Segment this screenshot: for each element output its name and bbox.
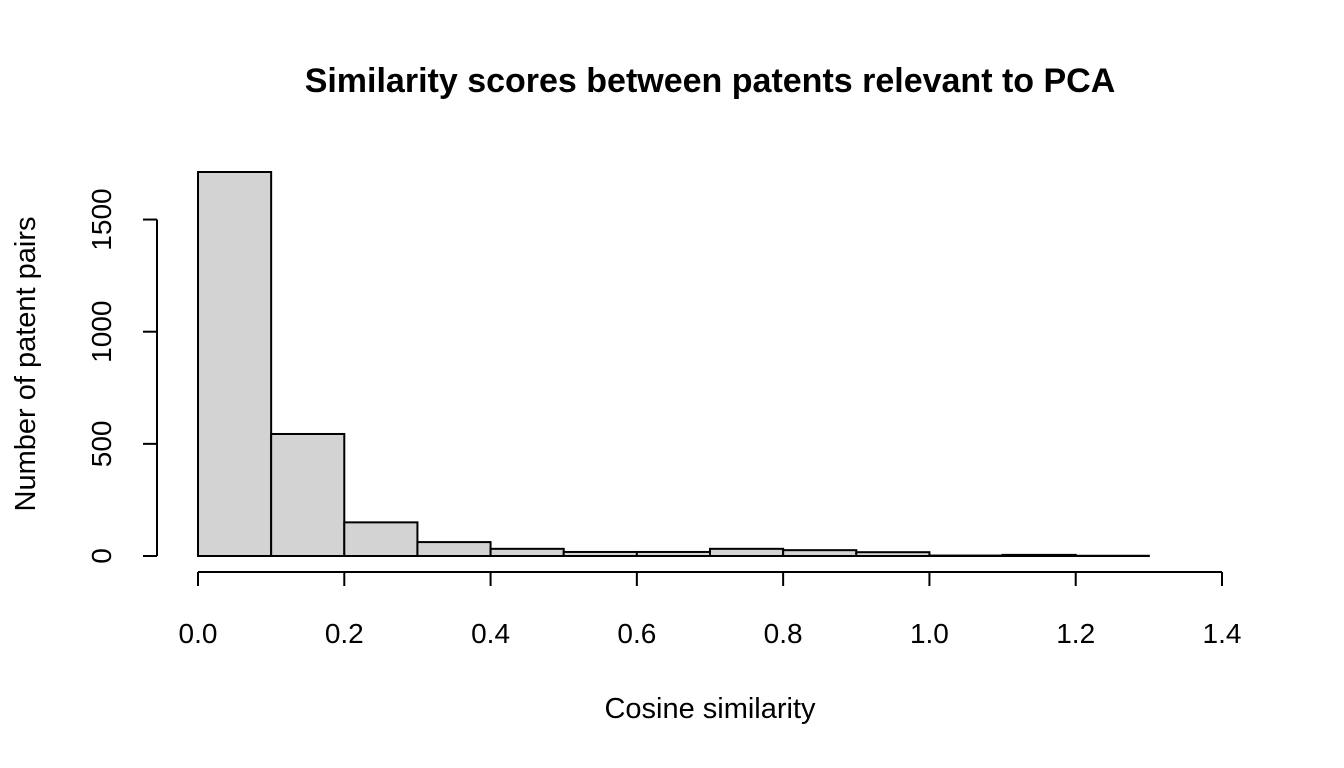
histogram-bar [637, 552, 710, 556]
x-tick-label: 0.0 [179, 618, 218, 649]
y-axis: 0 500 1000 1500 [86, 188, 157, 563]
x-tick-label: 1.0 [910, 618, 949, 649]
x-tick-label: 0.6 [617, 618, 656, 649]
histogram-bar [271, 434, 344, 556]
y-tick-label: 1500 [86, 188, 117, 250]
histogram-bar [564, 552, 637, 556]
histogram-bar [491, 549, 564, 556]
x-tick-label: 0.4 [471, 618, 510, 649]
histogram-bar [198, 172, 271, 556]
histogram-bar [1003, 555, 1076, 556]
histogram-bar [344, 522, 417, 556]
x-tick-label: 0.2 [325, 618, 364, 649]
histogram-bar [856, 552, 929, 556]
y-axis-label: Number of patent pairs [10, 217, 42, 512]
histogram-bars [198, 172, 1149, 556]
chart-title: Similarity scores between patents releva… [305, 62, 1116, 100]
histogram-bar [710, 549, 783, 556]
histogram-bar [417, 542, 490, 556]
y-tick-label: 0 [86, 548, 117, 564]
y-tick-label: 1000 [86, 301, 117, 363]
x-tick-label: 1.2 [1056, 618, 1095, 649]
x-tick-label: 1.4 [1203, 618, 1242, 649]
y-tick-label: 500 [86, 420, 117, 467]
x-axis: 0.0 0.2 0.4 0.6 0.8 1.0 1.2 1.4 [179, 572, 1242, 649]
histogram-bar [783, 550, 856, 556]
x-axis-label: Cosine similarity [604, 693, 816, 725]
x-tick-label: 0.8 [764, 618, 803, 649]
